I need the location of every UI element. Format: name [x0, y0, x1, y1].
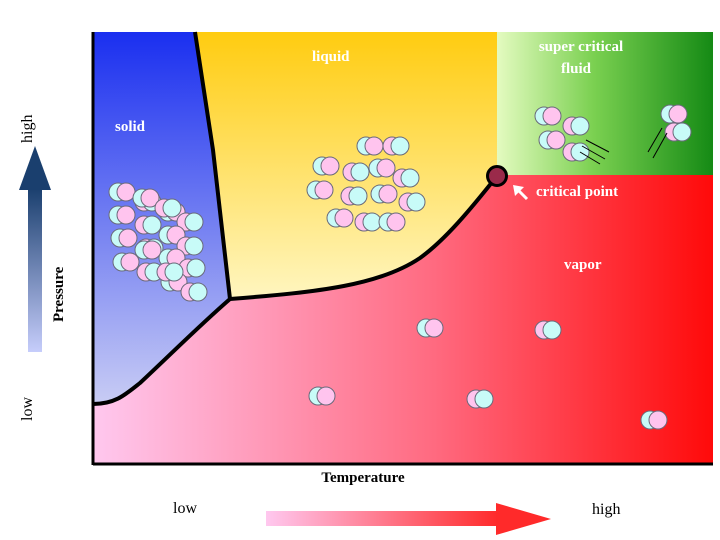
molecule [640, 410, 668, 430]
molecule [562, 142, 590, 162]
molecule [378, 212, 406, 232]
pressure-low-label: low [19, 397, 36, 421]
critical-point-marker [486, 165, 508, 187]
molecule [370, 184, 398, 204]
pressure-high-label: high [19, 115, 36, 143]
molecule [340, 186, 368, 206]
molecule [154, 198, 182, 218]
molecule [416, 318, 444, 338]
label-vapor: vapor [564, 257, 602, 273]
sublimation-curve [92, 297, 232, 406]
molecule [180, 282, 208, 302]
molecule [664, 122, 692, 142]
molecule [134, 240, 162, 260]
molecule [112, 252, 140, 272]
label-critical-point: critical point [536, 184, 618, 200]
melting-curve [193, 31, 232, 300]
molecule [534, 106, 562, 126]
vapor-molecules [308, 318, 668, 430]
molecule [306, 180, 334, 200]
vaporization-curve [229, 174, 499, 301]
molecule [466, 389, 494, 409]
temperature-axis-title: Temperature [321, 470, 405, 486]
molecule [312, 156, 340, 176]
pressure-axis-title: Pressure [51, 266, 67, 322]
molecule [356, 136, 384, 156]
label-liquid: liquid [312, 49, 350, 65]
molecule [392, 168, 420, 188]
molecule [368, 158, 396, 178]
temperature-high-label: high [592, 501, 620, 518]
pressure-arrow-icon [19, 146, 51, 352]
motion-lines [579, 127, 668, 165]
temperature-low-label: low [173, 500, 197, 517]
molecule [562, 116, 590, 136]
critical-point-arrow-icon [513, 185, 529, 201]
molecule [110, 228, 138, 248]
molecule [326, 208, 354, 228]
molecule [398, 192, 426, 212]
molecule [534, 320, 562, 340]
molecule [308, 386, 336, 406]
supercritical-region [497, 32, 713, 175]
molecule [342, 162, 370, 182]
molecule [132, 188, 160, 208]
solid-molecules [108, 182, 208, 302]
molecule [156, 262, 184, 282]
liquid-molecules [306, 136, 426, 232]
label-supercritical-line1: super critical [539, 39, 623, 55]
molecule [108, 182, 136, 202]
molecule [108, 205, 136, 225]
molecule [354, 212, 382, 232]
molecule [660, 104, 688, 124]
molecule [134, 215, 162, 235]
temperature-arrow-icon [266, 503, 551, 535]
label-solid: solid [115, 119, 146, 135]
molecule [538, 130, 566, 150]
molecule [382, 136, 410, 156]
molecule [178, 258, 206, 278]
molecule [176, 212, 204, 232]
label-supercritical-line2: fluid [561, 61, 592, 77]
